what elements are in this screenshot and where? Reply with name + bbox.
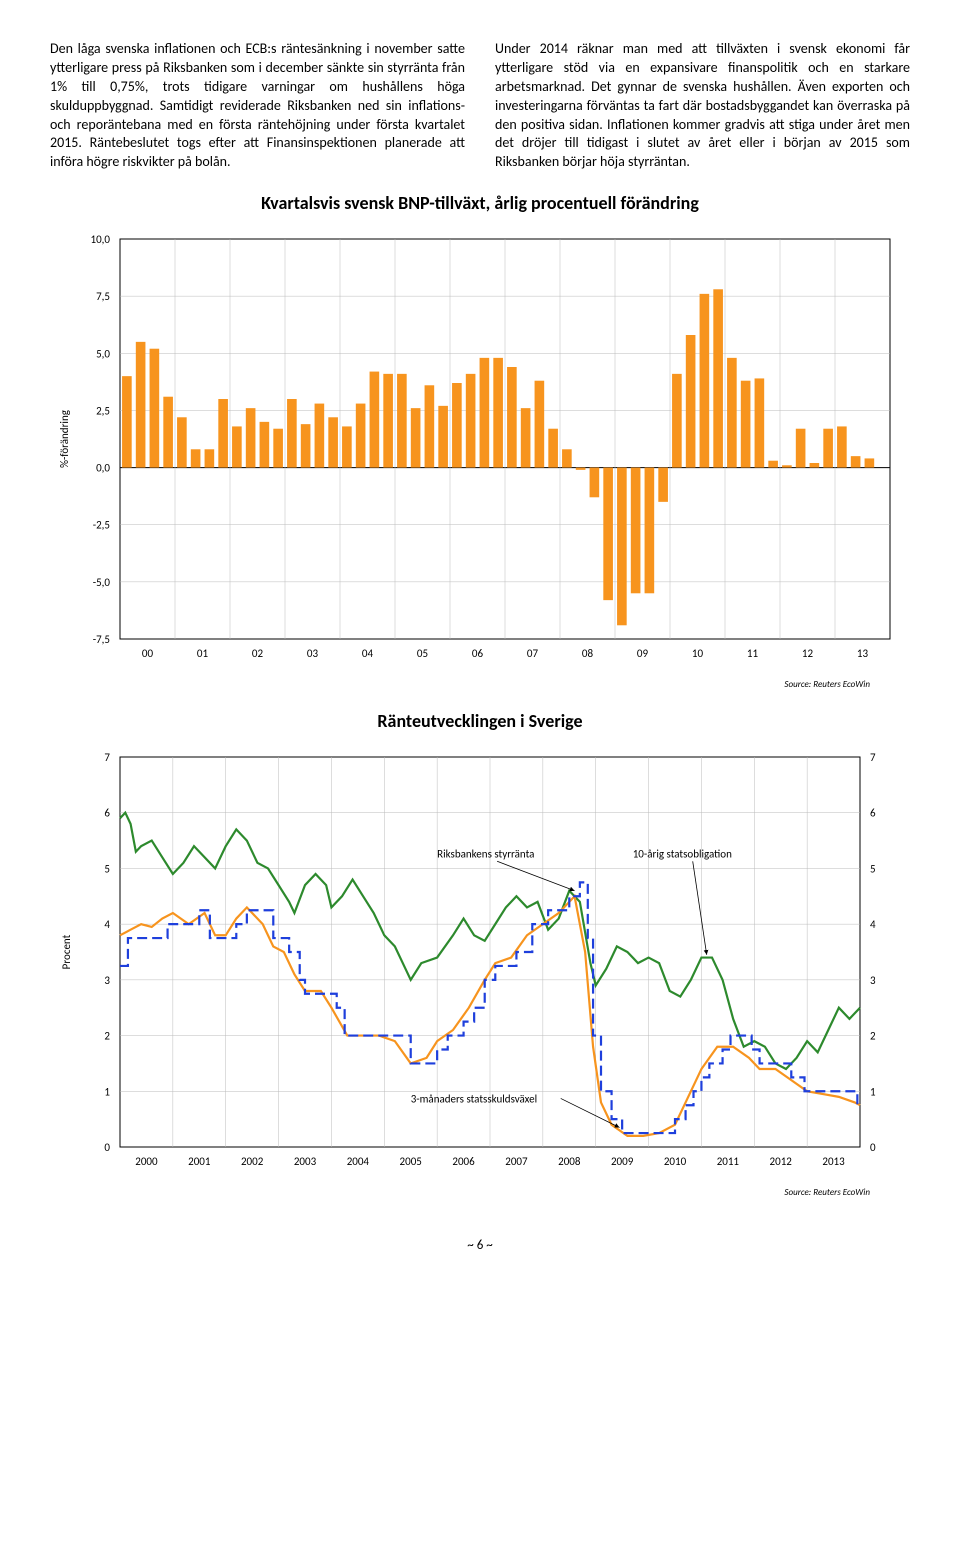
svg-text:2010: 2010 <box>664 1155 687 1168</box>
svg-text:2004: 2004 <box>347 1155 370 1168</box>
svg-text:2007: 2007 <box>505 1155 528 1168</box>
svg-text:2: 2 <box>104 1030 110 1043</box>
bar-chart: -7,5 -5,0 -2,5 0,0 2,5 5,0 7,5 10,0 %-förändring… <box>50 229 910 669</box>
svg-text:%-förändring: %-förändring <box>58 410 71 468</box>
paragraph-right: Under 2014 räknar man med att tillväxten… <box>495 40 910 172</box>
svg-text:2003: 2003 <box>294 1155 317 1168</box>
svg-text:4: 4 <box>104 918 110 931</box>
svg-text:5: 5 <box>870 863 876 876</box>
svg-text:2002: 2002 <box>241 1155 264 1168</box>
svg-text:7,5: 7,5 <box>96 290 110 303</box>
svg-text:Procent: Procent <box>60 935 73 970</box>
svg-text:2011: 2011 <box>717 1155 740 1168</box>
svg-text:06: 06 <box>472 647 484 660</box>
svg-text:11: 11 <box>747 647 759 660</box>
svg-text:7: 7 <box>104 751 110 764</box>
svg-text:10-årig statsobligation: 10-årig statsobligation <box>633 848 732 861</box>
svg-text:2,5: 2,5 <box>96 405 110 418</box>
svg-text:3-månaders statsskuldsväxel: 3-månaders statsskuldsväxel <box>411 1093 537 1106</box>
paragraph-left: Den låga svenska inflationen och ECB:s r… <box>50 40 465 172</box>
svg-text:2006: 2006 <box>452 1155 475 1168</box>
svg-text:2: 2 <box>870 1030 876 1043</box>
svg-text:04: 04 <box>362 647 374 660</box>
svg-text:5,0: 5,0 <box>96 348 110 361</box>
svg-text:3: 3 <box>104 974 110 987</box>
svg-text:02: 02 <box>252 647 264 660</box>
svg-text:07: 07 <box>527 647 539 660</box>
svg-text:Riksbankens styrränta: Riksbankens styrränta <box>437 848 534 861</box>
svg-text:6: 6 <box>104 807 110 820</box>
page-number: ~ 6 ~ <box>50 1238 910 1253</box>
bar-chart-title: Kvartalsvis svensk BNP-tillväxt, årlig p… <box>50 192 910 214</box>
line-chart: 0 0 1 1 2 2 3 3 4 4 5 5 6 6 7 7 Procent 2000 2001 2002 2003 2… <box>50 747 910 1177</box>
body-text: Den låga svenska inflationen och ECB:s r… <box>50 40 910 172</box>
svg-text:2008: 2008 <box>558 1155 581 1168</box>
svg-text:00: 00 <box>142 647 154 660</box>
svg-text:2005: 2005 <box>400 1155 422 1168</box>
svg-text:10,0: 10,0 <box>91 233 111 246</box>
svg-text:2013: 2013 <box>822 1155 845 1168</box>
svg-text:0: 0 <box>870 1141 876 1154</box>
bar-chart-source: Source: Reuters EcoWin <box>90 679 870 690</box>
svg-text:1: 1 <box>104 1086 110 1099</box>
line-chart-source: Source: Reuters EcoWin <box>90 1187 870 1198</box>
svg-text:0,0: 0,0 <box>96 462 110 475</box>
svg-text:6: 6 <box>870 807 876 820</box>
svg-text:2000: 2000 <box>135 1155 158 1168</box>
svg-text:2009: 2009 <box>611 1155 634 1168</box>
svg-text:01: 01 <box>197 647 209 660</box>
svg-text:09: 09 <box>637 647 649 660</box>
svg-text:1: 1 <box>870 1086 876 1099</box>
svg-text:2001: 2001 <box>188 1155 211 1168</box>
svg-text:7: 7 <box>870 751 876 764</box>
svg-text:13: 13 <box>857 647 869 660</box>
svg-text:03: 03 <box>307 647 319 660</box>
svg-text:05: 05 <box>417 647 428 660</box>
svg-text:2012: 2012 <box>770 1155 793 1168</box>
svg-text:0: 0 <box>104 1141 110 1154</box>
svg-text:4: 4 <box>870 918 876 931</box>
svg-text:10: 10 <box>692 647 704 660</box>
svg-text:3: 3 <box>870 974 876 987</box>
line-chart-title: Ränteutvecklingen i Sverige <box>50 710 910 732</box>
svg-text:-7,5: -7,5 <box>93 633 110 646</box>
svg-text:-5,0: -5,0 <box>93 576 111 589</box>
svg-text:12: 12 <box>802 647 814 660</box>
svg-text:5: 5 <box>104 863 110 876</box>
svg-text:08: 08 <box>582 647 594 660</box>
svg-text:-2,5: -2,5 <box>93 519 110 532</box>
